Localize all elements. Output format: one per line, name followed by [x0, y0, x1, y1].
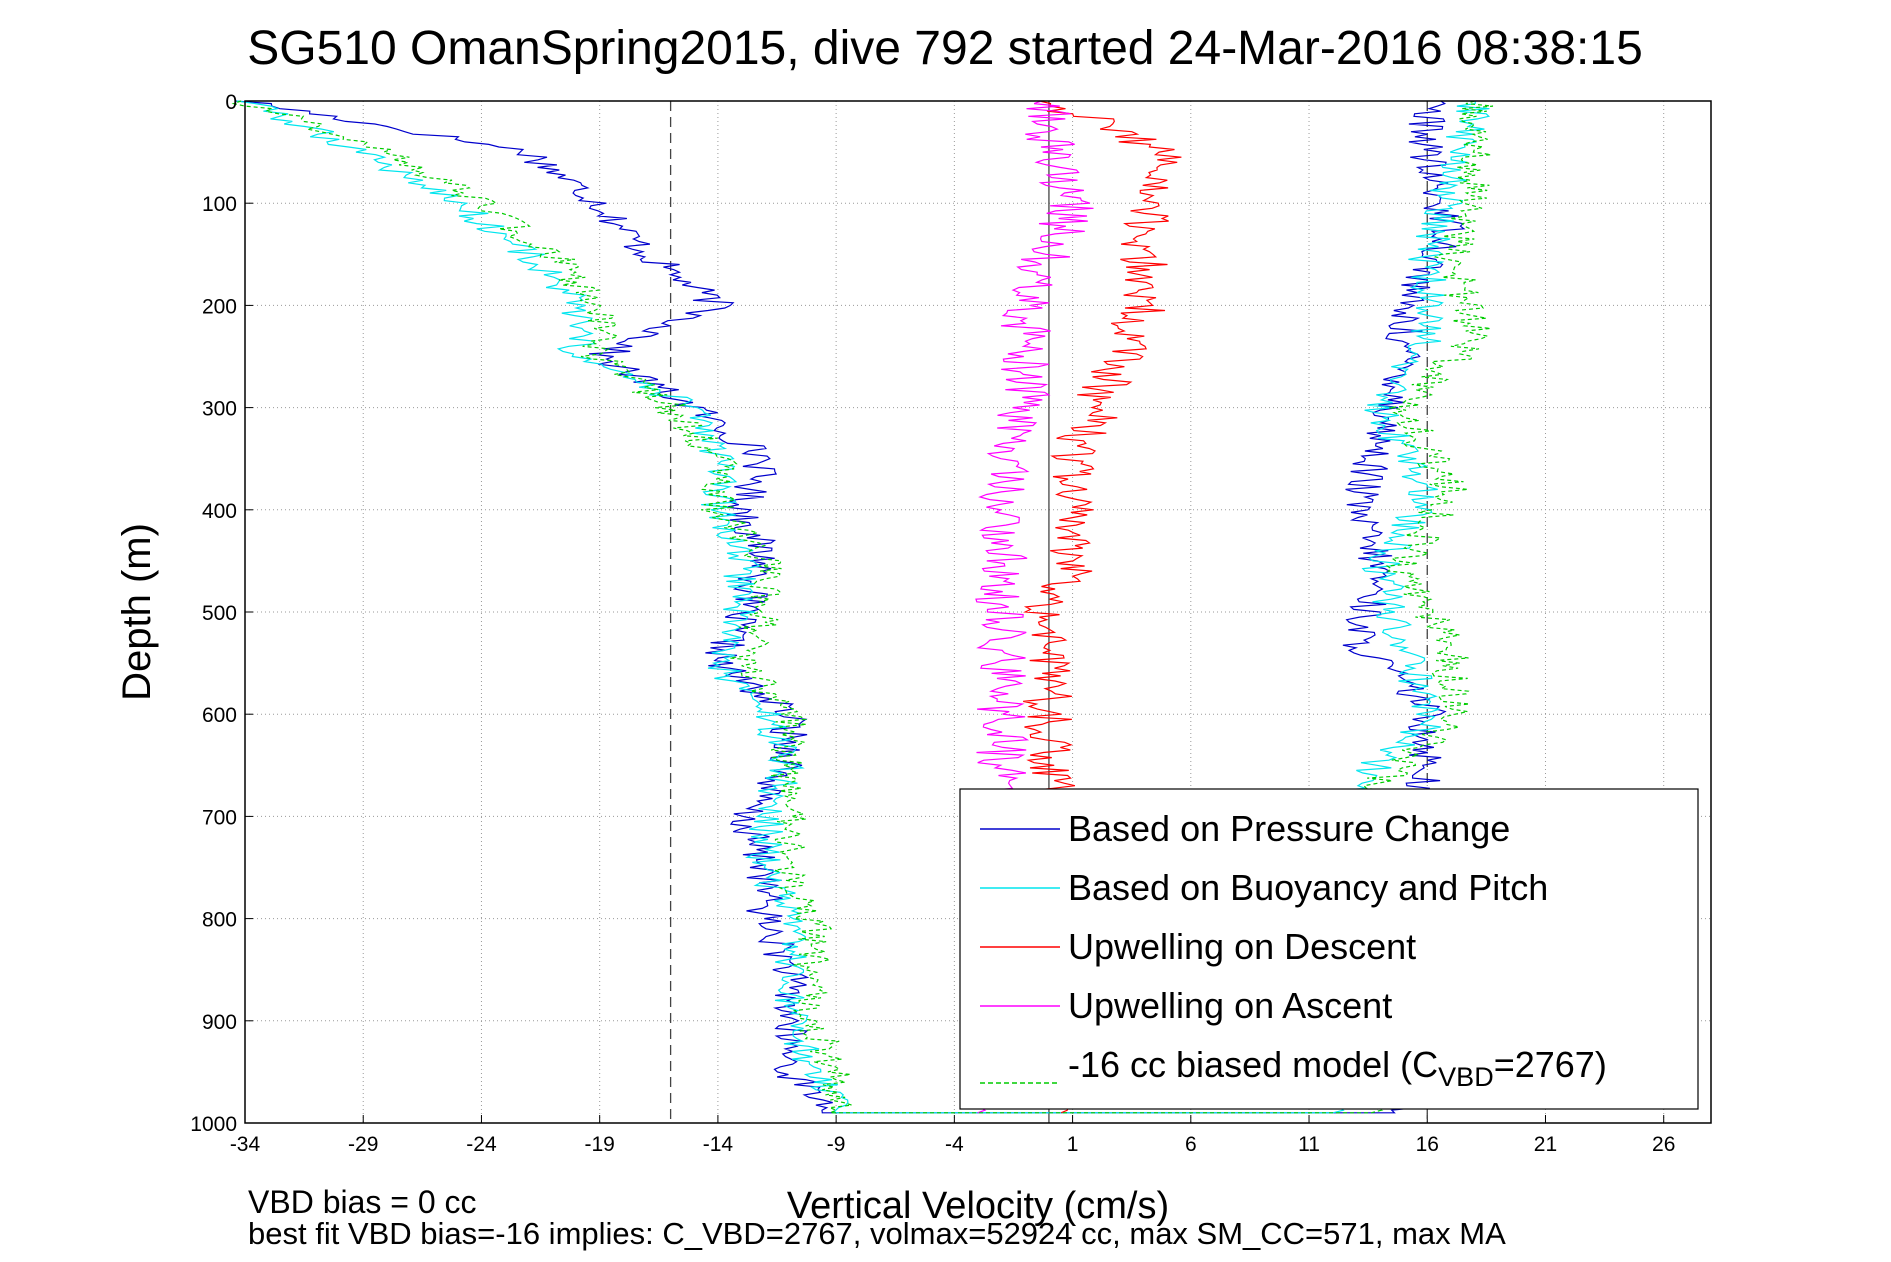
plot-area: [231, 100, 1494, 1114]
y-tick-label: 800: [202, 909, 237, 932]
x-tick-label: -4: [945, 1133, 964, 1156]
y-tick-label: 300: [202, 398, 237, 421]
y-tick-label: 0: [225, 91, 237, 114]
x-axis-label: Vertical Velocity (cm/s): [787, 1185, 1169, 1227]
y-tick-label: 200: [202, 295, 237, 318]
x-tick-label: -24: [466, 1133, 497, 1156]
x-tick-label: -29: [348, 1133, 378, 1156]
x-tick-label: 21: [1534, 1133, 1557, 1156]
y-tick-label: 900: [202, 1011, 237, 1034]
x-tick-label: -19: [584, 1133, 614, 1156]
chart-title: SG510 OmanSpring2015, dive 792 started 2…: [247, 22, 1643, 75]
axes-box: [244, 100, 1712, 1124]
series-line-1: [236, 100, 1491, 1114]
legend-suffix: =2767): [1494, 1044, 1607, 1085]
x-tick-label: -34: [230, 1133, 261, 1156]
y-tick-label: 400: [202, 500, 237, 523]
x-tick-label: 16: [1416, 1133, 1439, 1156]
legend-label-4: -16 cc biased model (CVBD=2767): [1068, 1044, 1607, 1092]
legend-box: [959, 788, 1699, 1110]
x-tick-label: 1: [1067, 1133, 1079, 1156]
footer-line-2: best fit VBD bias=-16 implies: C_VBD=276…: [248, 1216, 1506, 1251]
legend: Based on Pressure Change Based on Buoyanc…: [959, 788, 1699, 1110]
y-tick-label: 700: [202, 806, 237, 829]
x-tick-label: -9: [827, 1133, 846, 1156]
y-tick-label: 1000: [190, 1113, 237, 1136]
legend-label-1: Based on Buoyancy and Pitch: [1068, 867, 1548, 908]
legend-subscript: VBD: [1438, 1062, 1494, 1092]
legend-label-3: Upwelling on Ascent: [1068, 985, 1392, 1026]
legend-label-2: Upwelling on Descent: [1068, 926, 1416, 967]
y-axis-label: Depth (m): [115, 523, 159, 701]
y-tick-label: 500: [202, 602, 237, 625]
x-tick-label: 11: [1298, 1133, 1320, 1156]
x-tick-label: 26: [1652, 1133, 1675, 1156]
y-tick-label: 600: [202, 704, 237, 727]
x-tick-label: 6: [1185, 1133, 1197, 1156]
legend-label-0: Based on Pressure Change: [1068, 808, 1510, 849]
footer-line-1: VBD bias = 0 cc: [248, 1184, 477, 1220]
y-tick-labels: 0 100 200 300 400 500 600 700 800 900 1000: [190, 91, 237, 1136]
y-tick-label: 100: [202, 193, 237, 216]
x-tick-label: -14: [703, 1133, 734, 1156]
x-tick-labels: -34 -29 -24 -19 -14 -9 -4 1 6 11 16 21 26: [230, 1133, 1676, 1156]
series-line-4: [231, 100, 1494, 1114]
